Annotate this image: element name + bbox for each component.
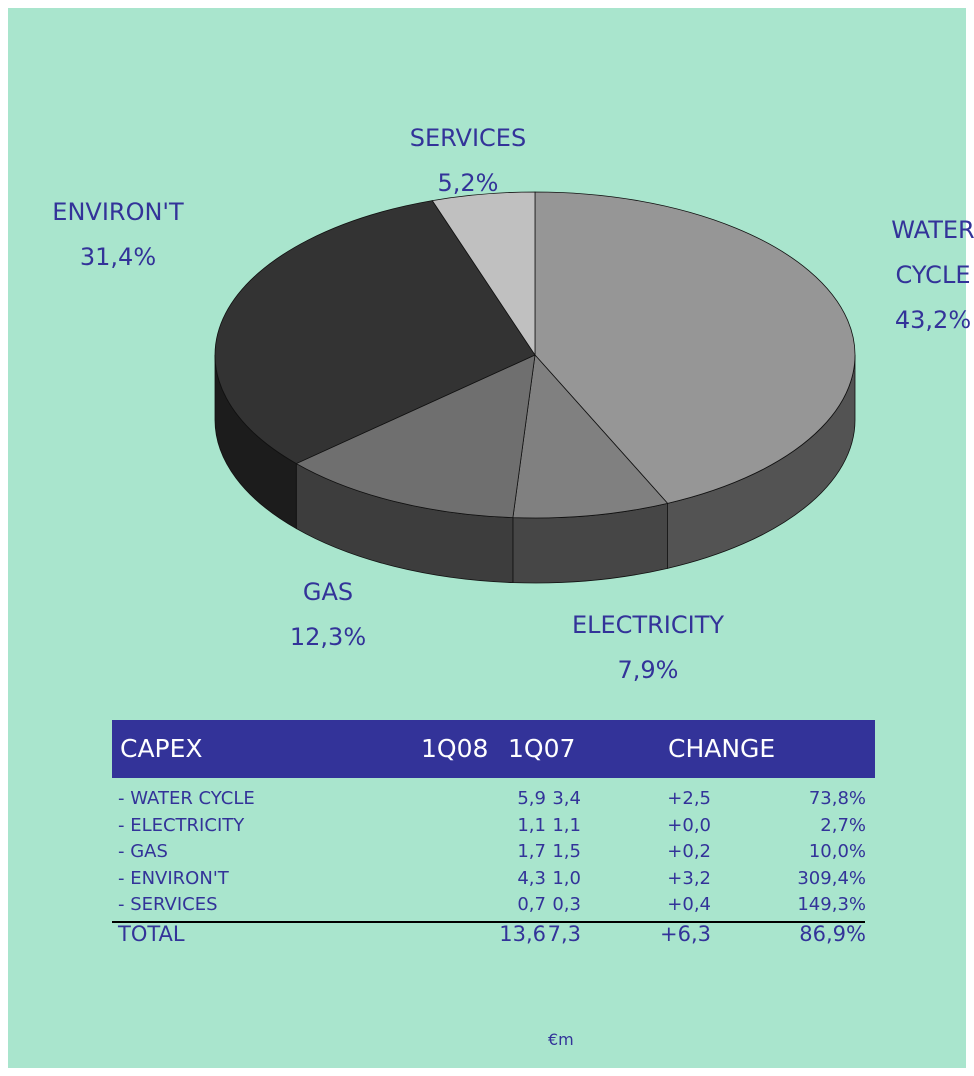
slice-label: SERVICES 5,2%	[368, 116, 568, 206]
table-cell: - ENVIRON'T	[118, 867, 229, 889]
table-cell: +0,0	[667, 814, 711, 836]
table-cell: - GAS	[118, 841, 168, 862]
slice	[512, 354, 669, 519]
slice	[534, 191, 856, 504]
category-label: ENVIRON'T	[52, 198, 184, 226]
value-label: 43,2%	[894, 306, 972, 334]
header-cell: CHANGE	[668, 734, 776, 763]
table-cell: 7,3	[547, 922, 581, 946]
header-cell: 1Q08	[421, 734, 489, 763]
table-cell: 10,0%	[808, 841, 866, 862]
table-cell: 2,7%	[820, 814, 866, 836]
category-label: SERVICES	[409, 124, 527, 152]
table-cell: 13,6	[499, 922, 546, 946]
table-cell: 309,4%	[797, 867, 866, 889]
slice	[214, 200, 536, 465]
value-label: 12,3%	[289, 623, 367, 651]
value-label: 5,2%	[437, 169, 499, 197]
table-cell: +2,5	[667, 788, 711, 809]
header-cell: 1Q07	[508, 734, 576, 763]
table-header-bar	[112, 720, 875, 778]
table-cell: +0,2	[667, 841, 711, 862]
value-label: 31,4%	[79, 243, 157, 271]
table-cell: 5,9	[517, 788, 546, 809]
table-cell: 1,7	[517, 841, 546, 862]
slice-label: WATER CYCLE 43,2%	[868, 208, 974, 343]
slice-label: GAS 12,3%	[248, 570, 408, 660]
slice	[431, 191, 536, 357]
table-cell: 149,3%	[797, 894, 866, 915]
table-cell: - ELECTRICITY	[118, 814, 245, 836]
table-cell: 0,7	[517, 894, 546, 915]
slice-label: ENVIRON'T 31,4%	[18, 190, 218, 280]
slice	[295, 354, 536, 519]
table-cell: - WATER CYCLE	[118, 788, 255, 809]
table-cell: +6,3	[660, 922, 711, 946]
unit-note: €m	[548, 1030, 574, 1049]
table-cell: 3,4	[552, 788, 581, 809]
table-cell: 1,1	[552, 814, 581, 836]
total-rule	[112, 921, 865, 923]
table-cell: 73,8%	[808, 788, 866, 809]
table-cell: TOTAL	[118, 922, 185, 946]
table-cell: 1,5	[552, 841, 581, 862]
table-cell: 1,1	[517, 814, 546, 836]
category-label: GAS	[302, 578, 354, 606]
category-label: WATER CYCLE	[891, 216, 974, 289]
value-label: 7,9%	[617, 656, 679, 684]
slide: CAPEX 1Q08 1Q07 CHANGE - WATER CYCLE 5,9 3,4 +2…	[8, 8, 974, 1068]
table-cell: 1,0	[552, 867, 581, 889]
table-cell: 4,3	[517, 867, 546, 889]
header-cell: CAPEX	[120, 734, 203, 763]
category-label: ELECTRICITY	[571, 611, 725, 639]
table-cell: +3,2	[667, 867, 711, 889]
table-cell: +0,4	[667, 894, 711, 915]
table-cell: 0,3	[552, 894, 581, 915]
pie-chart	[214, 191, 856, 584]
table-cell: - SERVICES	[118, 894, 218, 915]
slice-label: ELECTRICITY 7,9%	[548, 603, 748, 693]
table-cell: 86,9%	[799, 922, 866, 946]
